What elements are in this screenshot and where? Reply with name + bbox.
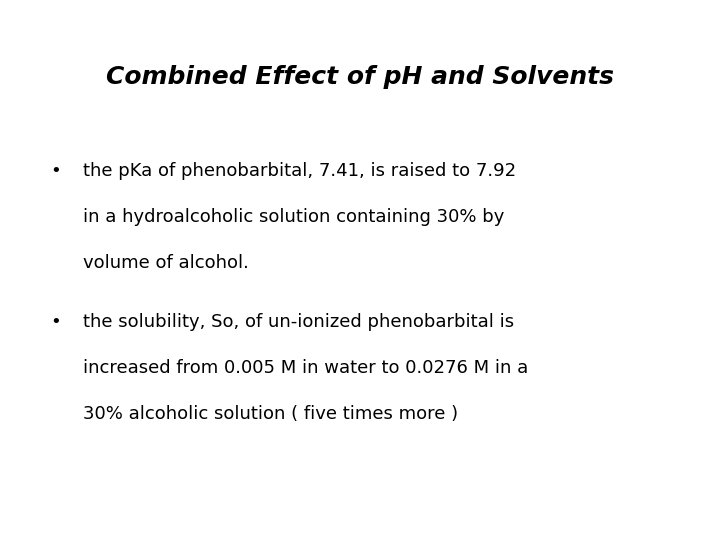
Text: •: • — [50, 162, 61, 180]
Text: Combined Effect of pH and Solvents: Combined Effect of pH and Solvents — [106, 65, 614, 89]
Text: increased from 0.005 M in water to 0.0276 M in a: increased from 0.005 M in water to 0.027… — [83, 359, 528, 377]
Text: in a hydroalcoholic solution containing 30% by: in a hydroalcoholic solution containing … — [83, 208, 504, 226]
Text: volume of alcohol.: volume of alcohol. — [83, 254, 248, 272]
Text: 30% alcoholic solution ( five times more ): 30% alcoholic solution ( five times more… — [83, 405, 458, 423]
Text: •: • — [50, 313, 61, 331]
Text: the solubility, So, of un-ionized phenobarbital is: the solubility, So, of un-ionized phenob… — [83, 313, 514, 331]
Text: the pKa of phenobarbital, 7.41, is raised to 7.92: the pKa of phenobarbital, 7.41, is raise… — [83, 162, 516, 180]
